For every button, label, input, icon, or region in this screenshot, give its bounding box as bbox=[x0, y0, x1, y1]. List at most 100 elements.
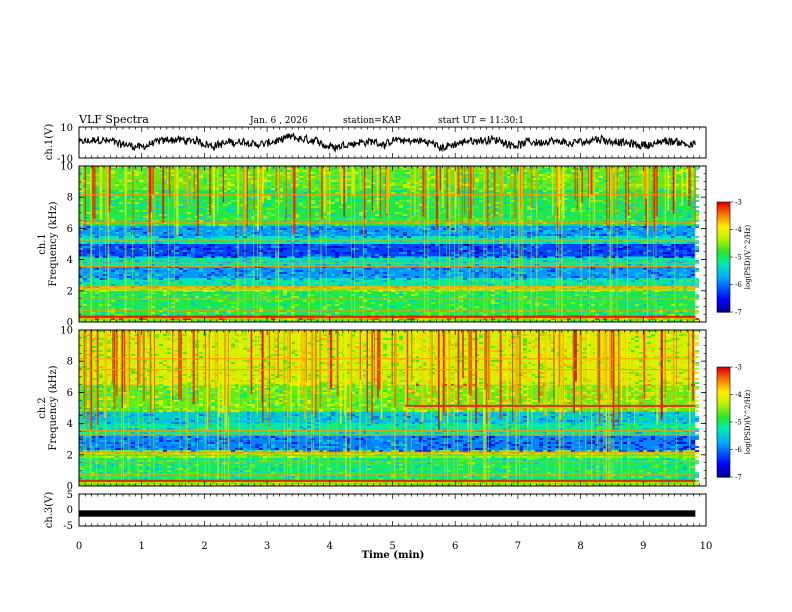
colorbar-segment bbox=[717, 287, 730, 290]
colorbar-segment bbox=[717, 444, 730, 446]
colorbar-segment bbox=[717, 376, 730, 379]
colorbar-segment bbox=[717, 395, 730, 398]
colorbar-segment bbox=[717, 431, 730, 434]
colorbar-segment bbox=[717, 386, 730, 389]
colorbar-segment bbox=[717, 281, 730, 284]
x-tick-label: 6 bbox=[452, 541, 458, 552]
colorbar-segment bbox=[717, 375, 730, 378]
colorbar-segment bbox=[717, 248, 730, 251]
ch1-ytick-bottom: -10 bbox=[57, 154, 73, 165]
x-tick-label: 4 bbox=[327, 541, 333, 552]
colorbar-segment bbox=[717, 257, 730, 259]
spectrogram-band bbox=[79, 256, 696, 266]
colorbar-segment bbox=[717, 413, 730, 416]
colorbar-segment bbox=[717, 292, 730, 295]
ch2-spec-ylabel-channel: ch.2 bbox=[37, 397, 48, 419]
colorbar-segment bbox=[717, 213, 730, 215]
y-tick-label: 10 bbox=[60, 162, 73, 173]
x-tick-label: 3 bbox=[264, 541, 270, 552]
colorbar-segment bbox=[717, 305, 730, 308]
x-axis-label: Time (min) bbox=[362, 550, 425, 561]
spectrogram-band bbox=[79, 450, 696, 458]
colorbar-segment bbox=[717, 294, 730, 297]
colorbar-segment bbox=[717, 263, 730, 266]
colorbar-segment bbox=[717, 441, 730, 444]
colorbar-segment bbox=[717, 382, 730, 385]
colorbar-segment bbox=[717, 368, 730, 371]
colorbar-segment bbox=[717, 459, 730, 462]
figure-title: VLF Spectra bbox=[78, 113, 149, 126]
x-tick-label: 8 bbox=[577, 541, 583, 552]
colorbar-segment bbox=[717, 285, 730, 288]
colorbar-segment bbox=[717, 464, 730, 467]
colorbar-segment bbox=[717, 390, 730, 393]
x-tick-label: 10 bbox=[700, 541, 713, 552]
colorbar-segment bbox=[717, 229, 730, 232]
colorbar-segment bbox=[717, 434, 730, 437]
colorbar-segment bbox=[717, 298, 730, 301]
colorbar-segment bbox=[717, 222, 730, 225]
colorbar-segment bbox=[717, 415, 730, 418]
ch1-spectrogram-panel: 0 2 4 6 8 10 ch.1 Frequency (kHz) bbox=[37, 162, 707, 329]
colorbar-segment bbox=[717, 437, 730, 440]
colorbar-segment bbox=[717, 280, 730, 283]
colorbar-segment bbox=[717, 417, 730, 420]
colorbar-segment bbox=[717, 397, 730, 400]
ch1-waveform-panel: 10 -10 ch.1(V) bbox=[44, 123, 707, 165]
colorbar-segment bbox=[717, 449, 730, 452]
colorbar-segment bbox=[717, 303, 730, 306]
ch2-spectrogram-panel: 0 2 4 6 8 10 ch.2 Frequency (kHz) bbox=[37, 326, 707, 493]
colorbar-segment bbox=[717, 221, 730, 224]
colorbar-segment bbox=[717, 468, 730, 471]
x-tick-label: 1 bbox=[139, 541, 145, 552]
y-tick-label: 8 bbox=[67, 193, 73, 204]
colorbar-segment bbox=[717, 207, 730, 210]
colorbar-segment bbox=[717, 391, 730, 394]
colorbar-segment bbox=[717, 372, 730, 375]
ch1-spec-ylabel-frequency: Frequency (kHz) bbox=[48, 201, 59, 286]
colorbar-segment bbox=[717, 237, 730, 240]
colorbar-segment bbox=[717, 426, 730, 429]
colorbar-segment bbox=[717, 455, 730, 457]
colorbar-segment bbox=[717, 401, 730, 404]
colorbar-segment bbox=[717, 456, 730, 459]
colorbar-segment bbox=[717, 379, 730, 382]
colorbar-segment bbox=[717, 290, 730, 292]
colorbar-segment bbox=[717, 296, 730, 299]
y-tick-label: 4 bbox=[67, 255, 73, 266]
colorbar-segment bbox=[717, 450, 730, 453]
y-tick-label: 0 bbox=[67, 318, 73, 329]
colorbar-segment bbox=[717, 295, 730, 298]
colorbar-segment bbox=[717, 252, 730, 255]
colorbar-segment bbox=[717, 279, 730, 281]
colorbar-segment bbox=[717, 274, 730, 277]
colorbar-segment bbox=[717, 233, 730, 236]
colorbar-tick-label: -6 bbox=[735, 446, 742, 454]
y-tick-label: 6 bbox=[67, 388, 73, 399]
ch3-ytick-mid: 0 bbox=[67, 505, 73, 516]
ch2-spectrogram-image bbox=[79, 330, 699, 486]
colorbar-segment bbox=[717, 211, 730, 214]
start-ut-label: start UT = 11:30:1 bbox=[438, 116, 524, 126]
colorbar-segment bbox=[717, 433, 730, 435]
colorbar-segment bbox=[717, 254, 730, 257]
y-tick-label: 2 bbox=[67, 286, 73, 297]
colorbar-segment bbox=[717, 246, 730, 248]
colorbar-segment bbox=[717, 463, 730, 466]
colorbar-segment bbox=[717, 259, 730, 262]
colorbar-segment bbox=[717, 471, 730, 474]
colorbar-segment bbox=[717, 241, 730, 244]
colorbar-segment bbox=[717, 265, 730, 268]
ch1-ytick-top: 10 bbox=[60, 123, 73, 134]
colorbar-segment bbox=[717, 218, 730, 221]
colorbar-segment bbox=[717, 435, 730, 438]
colorbar-segment bbox=[717, 448, 730, 451]
colorbar-segment bbox=[717, 416, 730, 419]
colorbar-segment bbox=[717, 244, 730, 247]
colorbar-segment bbox=[717, 236, 730, 239]
ch2-spec-ylabel-frequency: Frequency (kHz) bbox=[48, 365, 59, 450]
x-tick-label: 5 bbox=[389, 541, 395, 552]
colorbar-segment bbox=[717, 424, 730, 427]
colorbar-segment bbox=[717, 251, 730, 254]
colorbar-tick-label: -5 bbox=[735, 254, 742, 262]
